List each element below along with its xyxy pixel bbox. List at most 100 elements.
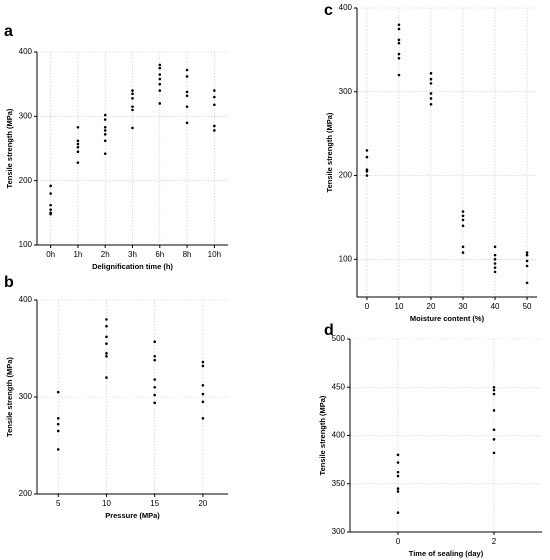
data-point [185,105,189,108]
x-tick-label: 6h [155,250,164,259]
data-point [429,72,433,75]
data-point [525,281,529,285]
data-point [185,90,189,94]
x-tick-label: 10 [102,499,111,508]
data-point [76,139,80,143]
panel-label: d [324,322,334,339]
data-point [396,461,400,464]
data-point [105,352,108,355]
data-point [153,393,156,397]
data-point [492,388,496,392]
data-point [492,392,496,396]
y-tick-label: 300 [19,111,33,120]
x-tick-label: 8h [183,250,192,259]
x-tick-label: 3h [128,250,137,259]
data-point [153,358,156,362]
x-axis-title: Moisture content (%) [410,314,485,323]
x-tick-label: 40 [491,302,500,311]
data-point [103,152,107,155]
data-point [493,253,497,257]
data-point [49,212,52,216]
data-point [56,422,60,426]
y-tick-label: 400 [19,47,33,56]
data-point [365,170,369,173]
y-tick-label: 200 [339,171,353,180]
data-point [158,66,162,70]
data-point [525,251,529,254]
data-point [158,73,162,76]
panel-label: a [4,23,13,40]
x-tick-label: 10 [395,302,404,311]
x-tick-label: 0 [396,537,401,546]
data-point [105,342,108,345]
x-tick-label: 10h [208,250,221,259]
y-tick-label: 200 [19,489,33,498]
x-tick-label: 0 [365,302,370,311]
data-point [76,145,80,149]
data-point [493,266,497,269]
data-point [525,264,529,268]
data-point [397,56,401,60]
data-point [201,400,205,404]
data-point [429,97,433,100]
data-point [201,417,205,420]
data-point [396,453,400,457]
data-point [396,490,400,493]
data-point [158,102,162,105]
data-point [49,208,52,211]
data-point [492,409,496,412]
y-tick-label: 200 [19,176,33,185]
data-point [396,487,400,490]
data-point [131,105,134,108]
data-point [429,82,433,85]
y-axis-title: Tensile strength (MPa) [5,357,14,437]
data-point [153,401,156,405]
data-point [429,77,433,81]
data-point [153,378,156,381]
data-point [103,133,107,136]
data-point [493,262,497,265]
data-point [525,253,529,257]
data-point [76,125,80,129]
y-tick-label: 100 [19,240,33,249]
data-point [201,392,205,396]
data-point [213,129,216,132]
data-point [493,245,497,249]
data-point [396,474,400,478]
x-axis-title: Delignification time (h) [92,262,173,271]
data-point [492,438,496,441]
x-axis-title: Time of sealing (day) [409,549,484,558]
data-point [158,82,162,86]
data-point [365,155,369,159]
data-point [103,125,107,129]
data-point [103,129,107,132]
y-tick-label: 400 [332,431,346,440]
data-point [213,95,216,99]
panel-label: c [324,2,333,19]
data-point [49,184,52,188]
data-point [56,417,60,420]
data-point [185,121,189,125]
y-axis-title: Tensile strength (MPa) [325,112,334,192]
data-point [56,429,60,433]
data-point [461,251,465,254]
data-point [397,27,401,31]
data-point [158,89,162,92]
data-point [76,161,80,164]
data-point [365,149,369,152]
x-tick-label: 2 [492,537,497,546]
data-point [105,318,108,321]
x-tick-label: 20 [198,499,207,508]
data-point [525,259,529,263]
data-point [396,511,400,514]
data-point [461,245,465,249]
data-point [103,139,107,143]
data-point [201,384,205,387]
data-point [201,360,205,364]
data-point [56,390,60,394]
x-tick-label: 0h [46,250,55,259]
x-tick-label: 1h [73,250,82,259]
x-tick-label: 15 [150,499,159,508]
data-point [49,203,52,207]
data-point [131,108,134,112]
